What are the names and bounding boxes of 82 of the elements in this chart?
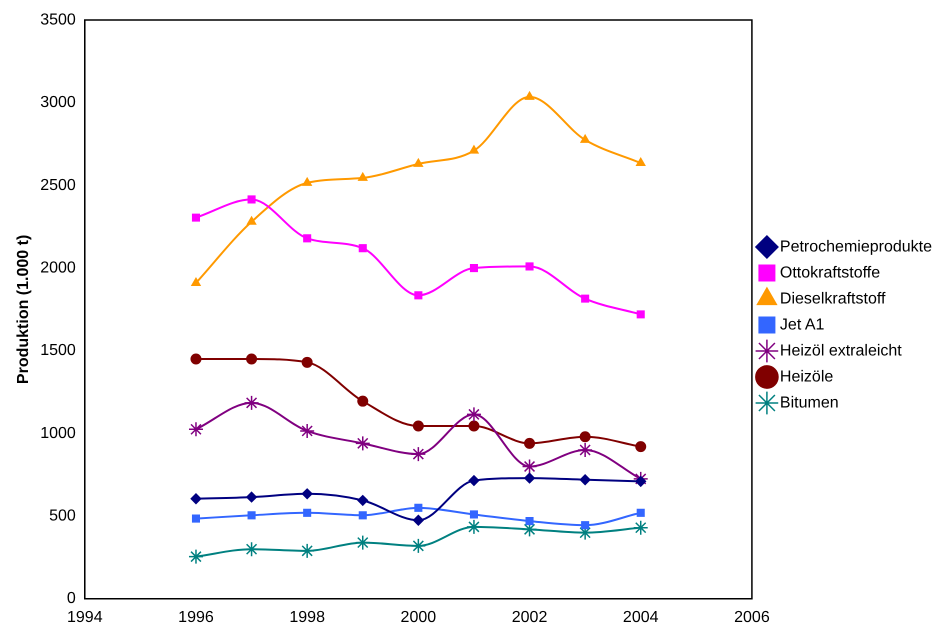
point	[248, 511, 256, 520]
point	[190, 493, 202, 504]
x-tick-label: 2000	[400, 608, 436, 626]
point	[414, 291, 422, 300]
point	[636, 158, 646, 166]
point	[414, 504, 422, 512]
y-tick-label: 2000	[40, 259, 76, 276]
point	[412, 420, 424, 432]
point	[410, 538, 426, 554]
point	[636, 310, 645, 318]
point	[468, 420, 480, 432]
point	[470, 264, 478, 272]
y-tick-label: 1500	[40, 342, 76, 360]
point	[248, 195, 256, 204]
point	[635, 441, 646, 452]
y-axis-title: Produktion (1.000 t)	[15, 234, 32, 384]
point	[192, 514, 200, 523]
y-tick-label: 3500	[40, 11, 76, 28]
y-tick-label: 1000	[40, 424, 76, 442]
point	[357, 494, 368, 506]
point	[302, 488, 313, 500]
point	[412, 514, 424, 526]
point	[246, 216, 256, 225]
point	[355, 436, 371, 452]
x-tick-label: 1998	[289, 608, 326, 626]
point	[302, 356, 313, 368]
point	[246, 354, 258, 365]
y-tick-label: 500	[49, 508, 76, 525]
x-tick-label: 1996	[178, 608, 214, 626]
point	[524, 472, 536, 484]
point	[469, 145, 479, 154]
point	[358, 511, 367, 520]
point	[466, 406, 482, 422]
y-tick-label: 0	[66, 590, 76, 608]
point	[524, 438, 536, 449]
point	[636, 508, 645, 517]
point	[580, 431, 591, 442]
y-tick-label: 3000	[40, 94, 76, 112]
point	[188, 548, 204, 564]
y-tick-label: 2500	[40, 176, 76, 194]
legend-label: Bitumen	[780, 394, 839, 412]
point	[302, 177, 312, 186]
x-tick-label: 2006	[734, 608, 770, 626]
point	[526, 517, 534, 526]
point	[577, 442, 593, 458]
point	[358, 172, 368, 181]
point	[522, 458, 538, 474]
point	[246, 492, 258, 503]
x-tick-label: 2002	[512, 608, 548, 626]
point	[355, 534, 371, 550]
point	[303, 234, 312, 242]
point	[635, 476, 646, 487]
point	[190, 354, 202, 365]
point	[192, 214, 200, 222]
point	[357, 396, 368, 407]
legend-label: Heizöl extraleicht	[780, 342, 902, 360]
point	[358, 244, 367, 252]
point	[191, 277, 201, 286]
x-tick-label: 2004	[622, 608, 659, 626]
point	[468, 475, 480, 486]
point	[299, 543, 315, 559]
point	[580, 474, 591, 486]
point	[522, 522, 538, 538]
legend-label: Heizöle	[780, 368, 834, 386]
legend-label: Ottokraftstoffe	[780, 264, 880, 282]
point	[632, 520, 648, 536]
point	[524, 91, 534, 100]
point	[580, 134, 590, 143]
legend-label: Petrochemieprodukte	[780, 238, 932, 256]
point	[410, 446, 426, 462]
point	[526, 262, 534, 270]
legend-label: Jet A1	[780, 316, 824, 334]
point	[581, 521, 590, 530]
point	[188, 422, 204, 438]
point	[244, 395, 260, 411]
x-tick-label: 1994	[66, 608, 103, 626]
point	[303, 508, 312, 517]
point	[414, 158, 424, 167]
point	[581, 294, 590, 303]
point	[470, 510, 478, 518]
point	[299, 423, 315, 439]
legend-label: Dieselkraftstoff	[780, 290, 886, 308]
